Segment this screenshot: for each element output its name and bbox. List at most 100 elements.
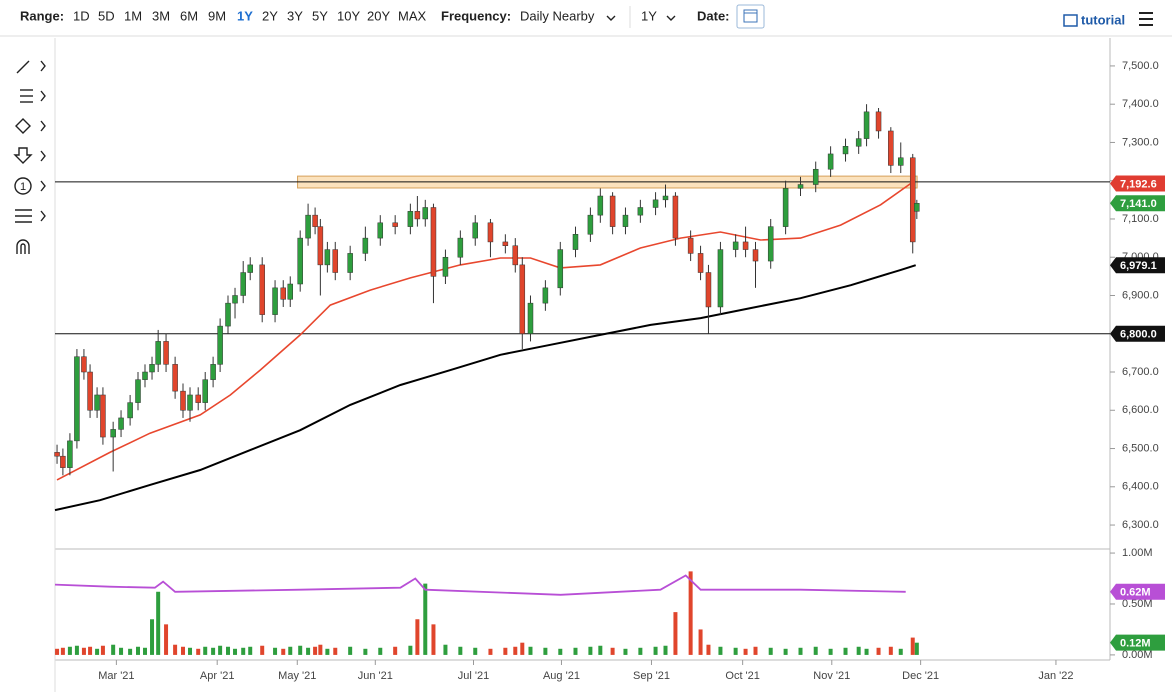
period-select[interactable]: 1Y bbox=[641, 8, 657, 23]
y-tick-label: 7,300.0 bbox=[1122, 136, 1159, 148]
x-tick-label: Apr '21 bbox=[200, 670, 235, 682]
calendar-box[interactable] bbox=[736, 4, 765, 29]
volume-bar bbox=[408, 645, 413, 655]
arrow-tool[interactable] bbox=[13, 147, 46, 164]
tool-icon[interactable] bbox=[16, 60, 30, 74]
range-button[interactable]: 2Y bbox=[262, 8, 278, 23]
tool-chevron[interactable] bbox=[40, 120, 46, 132]
candle-body bbox=[163, 341, 169, 365]
period-chevron[interactable] bbox=[666, 15, 676, 21]
volume-bar bbox=[638, 647, 643, 655]
range-button[interactable]: 1D bbox=[73, 8, 90, 23]
candle-body bbox=[597, 195, 604, 216]
tool-chevron[interactable] bbox=[40, 180, 46, 192]
volume-bar bbox=[718, 646, 723, 655]
range-button[interactable]: 20Y bbox=[367, 8, 390, 23]
tool-chevron[interactable] bbox=[40, 90, 46, 102]
x-tick-label: Jan '22 bbox=[1038, 670, 1073, 682]
volume-bar bbox=[623, 648, 628, 655]
volume-bar bbox=[528, 646, 533, 655]
candle-body bbox=[155, 341, 161, 365]
tool-icon[interactable] bbox=[16, 239, 30, 254]
candle-body bbox=[422, 207, 429, 220]
volume-bar bbox=[543, 647, 548, 655]
candle-body bbox=[305, 214, 311, 239]
tool-icon[interactable] bbox=[13, 147, 33, 164]
volume-bar bbox=[173, 644, 178, 655]
tutorial-link[interactable]: tutorial bbox=[1081, 12, 1125, 27]
tool-chevron[interactable] bbox=[40, 150, 46, 162]
range-button[interactable]: MAX bbox=[398, 8, 427, 23]
candle-body bbox=[512, 245, 519, 266]
range-button[interactable]: 3M bbox=[152, 8, 170, 23]
volume-bar bbox=[914, 642, 919, 655]
frequency-select[interactable]: Daily Nearby bbox=[520, 8, 595, 23]
volume-bar bbox=[119, 647, 124, 655]
volume-average bbox=[54, 574, 906, 596]
line-tool[interactable] bbox=[16, 60, 46, 74]
volume-bar bbox=[288, 646, 293, 655]
candle-body bbox=[210, 364, 216, 380]
price-tag bbox=[1110, 195, 1165, 212]
volume-bar bbox=[88, 646, 93, 655]
range-button[interactable]: 1M bbox=[124, 8, 142, 23]
fib-tool[interactable] bbox=[20, 89, 46, 103]
calendar-button[interactable] bbox=[736, 4, 765, 29]
range-button[interactable]: 6M bbox=[180, 8, 198, 23]
volume-bar bbox=[60, 647, 65, 655]
calendar-icon[interactable] bbox=[743, 9, 758, 23]
magnet-tool[interactable] bbox=[16, 239, 30, 254]
frequency-chevron[interactable] bbox=[606, 15, 616, 21]
candle-body bbox=[888, 130, 894, 166]
range-button[interactable]: 9M bbox=[208, 8, 226, 23]
candle-body bbox=[317, 226, 324, 266]
x-tick-label: Aug '21 bbox=[543, 670, 580, 682]
candle-body bbox=[347, 253, 353, 273]
volume-bar bbox=[588, 646, 593, 655]
range-button[interactable]: 1Y bbox=[237, 8, 253, 23]
x-tick-label: Dec '21 bbox=[902, 670, 939, 682]
tool-icon[interactable] bbox=[14, 177, 32, 195]
volume-bar bbox=[503, 647, 508, 655]
candle-body bbox=[225, 302, 231, 327]
range-button[interactable]: 5Y bbox=[312, 8, 328, 23]
volume-bar bbox=[363, 648, 368, 655]
candle-body bbox=[472, 222, 478, 239]
tool-chevron[interactable] bbox=[40, 60, 46, 72]
y-tick-label: 0.50M bbox=[1122, 598, 1153, 610]
y-tick-label: 7,500.0 bbox=[1122, 60, 1159, 72]
candle-body bbox=[457, 237, 464, 258]
volume-bar bbox=[898, 648, 903, 655]
moving-average bbox=[56, 182, 912, 481]
tool-icon[interactable] bbox=[15, 118, 31, 134]
volume-bar bbox=[733, 647, 738, 655]
volume-bar bbox=[306, 647, 311, 655]
volume-bar bbox=[753, 646, 758, 655]
volume-bar bbox=[828, 648, 833, 655]
range-button[interactable]: 3Y bbox=[287, 8, 303, 23]
volume-bar bbox=[181, 646, 186, 655]
volume-bar bbox=[128, 648, 133, 655]
range-button[interactable]: 10Y bbox=[337, 8, 360, 23]
measure-tool[interactable] bbox=[15, 209, 46, 223]
tutorial-icon[interactable] bbox=[1063, 14, 1078, 27]
tool-chevron[interactable] bbox=[40, 210, 46, 222]
candle-body bbox=[875, 111, 882, 132]
menu-button[interactable] bbox=[1139, 12, 1153, 26]
candle-body bbox=[414, 211, 421, 220]
count-tool[interactable]: 1 bbox=[14, 177, 46, 195]
candle-body bbox=[502, 241, 509, 246]
volume-bar bbox=[260, 645, 265, 655]
volume-bar bbox=[423, 583, 428, 655]
candle-body bbox=[542, 287, 549, 304]
shape-tool[interactable] bbox=[15, 118, 46, 134]
volume-bar bbox=[473, 647, 478, 655]
range-button[interactable]: 5D bbox=[98, 8, 115, 23]
volume-bar bbox=[313, 646, 318, 655]
volume-bar bbox=[248, 646, 253, 655]
tool-icon-text[interactable]: 1 bbox=[20, 181, 26, 193]
y-tick-label: 7,400.0 bbox=[1122, 98, 1159, 110]
price-tag-label: 7,192.6 bbox=[1120, 178, 1157, 190]
volume-bar bbox=[100, 645, 105, 655]
candle-body bbox=[487, 222, 494, 243]
